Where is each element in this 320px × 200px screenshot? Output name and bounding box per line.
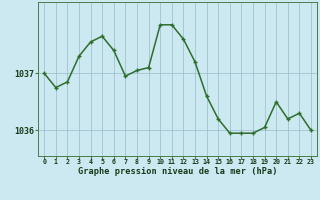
X-axis label: Graphe pression niveau de la mer (hPa): Graphe pression niveau de la mer (hPa)	[78, 167, 277, 176]
